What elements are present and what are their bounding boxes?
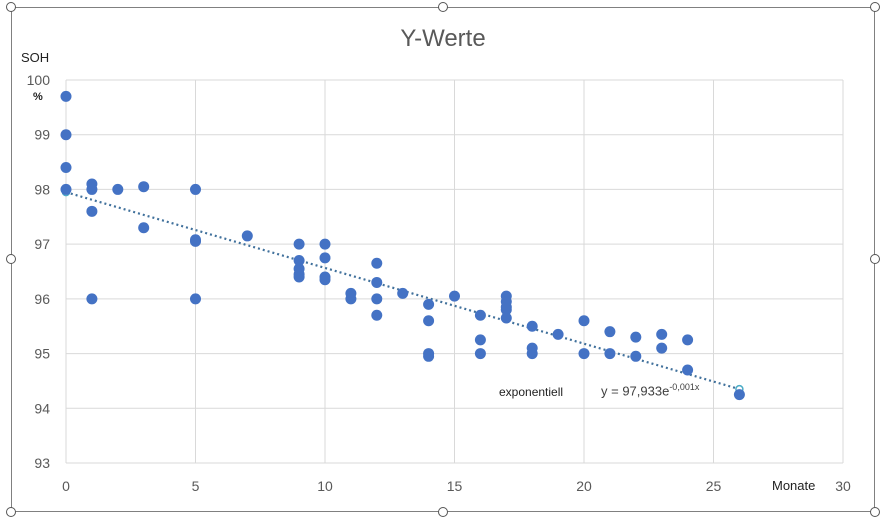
chart-title: Y-Werte [400,25,486,52]
data-point [397,287,409,299]
data-point [86,205,98,217]
data-point [112,183,124,195]
data-point [371,276,383,288]
data-point [656,328,668,340]
data-point [371,309,383,321]
data-point [682,334,694,346]
data-point [682,364,694,376]
data-point [500,304,512,316]
data-point [293,238,305,250]
data-point [241,230,253,242]
y-tick-label: 96 [34,291,50,307]
resize-handle-bottom-right[interactable] [870,507,880,517]
y-tick-label: 100 [27,72,51,88]
trendline-equation-base: y = 97,933e [601,383,670,399]
data-point [500,312,512,324]
data-point [552,328,564,340]
data-point [60,129,72,141]
y-axis-unit: % [33,91,43,103]
data-point [449,290,460,302]
data-points [60,90,745,401]
x-tick-label: 20 [576,478,592,494]
data-point [319,274,331,286]
resize-handle-top-right[interactable] [870,2,880,12]
gridlines [65,79,844,464]
data-point [190,234,201,246]
trendline-type-label: exponentiell [499,385,564,399]
x-tick-label: 10 [317,478,333,494]
data-point [578,348,590,360]
data-point [526,320,538,332]
data-point [423,298,435,310]
data-point [630,350,642,362]
trendline-equation-exponent: -0,001x [669,382,700,392]
x-tick-label: 25 [706,478,722,494]
trendline-equation: y = 97,933e-0,001x [601,382,699,398]
resize-handle-top-left[interactable] [6,2,16,12]
data-point [138,222,150,234]
data-point [293,271,305,283]
data-point [86,293,98,305]
data-point [319,238,331,250]
x-tick-label: 15 [447,478,463,494]
data-point [86,183,98,195]
y-tick-label: 95 [34,346,50,362]
data-point [526,348,538,360]
y-tick-label: 99 [34,127,50,143]
x-tick-label: 30 [835,478,851,494]
data-point [423,315,435,327]
data-point [371,293,383,305]
resize-handle-bottom-center[interactable] [438,507,448,517]
data-point [578,315,590,327]
y-axis-label: SOH [21,50,50,65]
data-point [630,331,642,343]
data-point [60,183,72,195]
data-point [474,348,486,360]
x-tick-label: 5 [192,478,200,494]
data-point [656,342,668,354]
resize-handle-middle-left[interactable] [6,254,16,264]
data-point [293,255,305,267]
tick-labels: 0 5 10 15 20 25 30 93 94 95 96 97 98 99 100 [27,72,851,494]
x-axis-label: Monate [772,478,816,493]
data-point [60,162,72,174]
data-point [733,389,745,401]
data-point [138,181,150,193]
y-tick-label: 94 [34,400,50,416]
data-point [190,293,201,305]
y-tick-label: 97 [34,236,50,252]
data-point [423,350,435,362]
y-tick-label: 93 [34,455,50,471]
data-point [319,252,331,264]
data-point [604,348,616,360]
resize-handle-middle-right[interactable] [870,254,880,264]
data-point [190,183,201,195]
resize-handle-top-center[interactable] [438,2,448,12]
data-point [60,90,72,102]
data-point [371,257,383,269]
resize-handle-bottom-left[interactable] [6,507,16,517]
y-tick-label: 98 [34,181,50,197]
data-point [345,293,357,305]
data-point [604,326,616,338]
x-tick-label: 0 [62,478,70,494]
data-point [474,309,486,321]
data-point [474,334,486,346]
